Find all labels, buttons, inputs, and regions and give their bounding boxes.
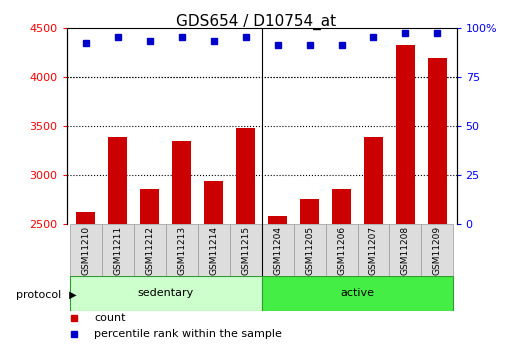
Bar [140, 189, 160, 224]
Text: count: count [94, 313, 126, 323]
Bar [108, 137, 127, 224]
Text: GDS654 / D10754_at: GDS654 / D10754_at [176, 14, 337, 30]
Text: ▶: ▶ [66, 290, 77, 300]
Bar [421, 224, 453, 276]
Bar [396, 45, 415, 224]
Bar [293, 224, 326, 276]
Text: GSM11208: GSM11208 [401, 226, 410, 275]
Text: GSM11214: GSM11214 [209, 226, 218, 275]
Bar [70, 276, 262, 310]
Bar [230, 224, 262, 276]
Text: sedentary: sedentary [137, 288, 194, 298]
Bar [332, 189, 351, 224]
Bar [204, 181, 223, 224]
Text: GSM11215: GSM11215 [241, 226, 250, 275]
Bar [428, 58, 447, 224]
Text: GSM11207: GSM11207 [369, 226, 378, 275]
Bar [76, 213, 95, 224]
Text: percentile rank within the sample: percentile rank within the sample [94, 329, 282, 339]
Text: GSM11211: GSM11211 [113, 226, 122, 275]
Bar [389, 224, 421, 276]
Bar [358, 224, 389, 276]
Bar [198, 224, 230, 276]
Bar [166, 224, 198, 276]
Text: protocol: protocol [16, 290, 62, 300]
Text: GSM11212: GSM11212 [145, 226, 154, 275]
Text: active: active [341, 288, 374, 298]
Bar [236, 128, 255, 224]
Bar [102, 224, 134, 276]
Bar [262, 224, 293, 276]
Bar [268, 216, 287, 224]
Bar [364, 137, 383, 224]
Text: GSM11209: GSM11209 [433, 226, 442, 275]
Text: GSM11204: GSM11204 [273, 226, 282, 275]
Bar [70, 224, 102, 276]
Bar [172, 141, 191, 224]
Text: GSM11205: GSM11205 [305, 226, 314, 275]
Bar [300, 199, 319, 224]
Bar [134, 224, 166, 276]
Text: GSM11213: GSM11213 [177, 226, 186, 275]
Bar [326, 224, 358, 276]
Text: GSM11210: GSM11210 [82, 226, 90, 275]
Text: GSM11206: GSM11206 [337, 226, 346, 275]
Bar [262, 276, 453, 310]
